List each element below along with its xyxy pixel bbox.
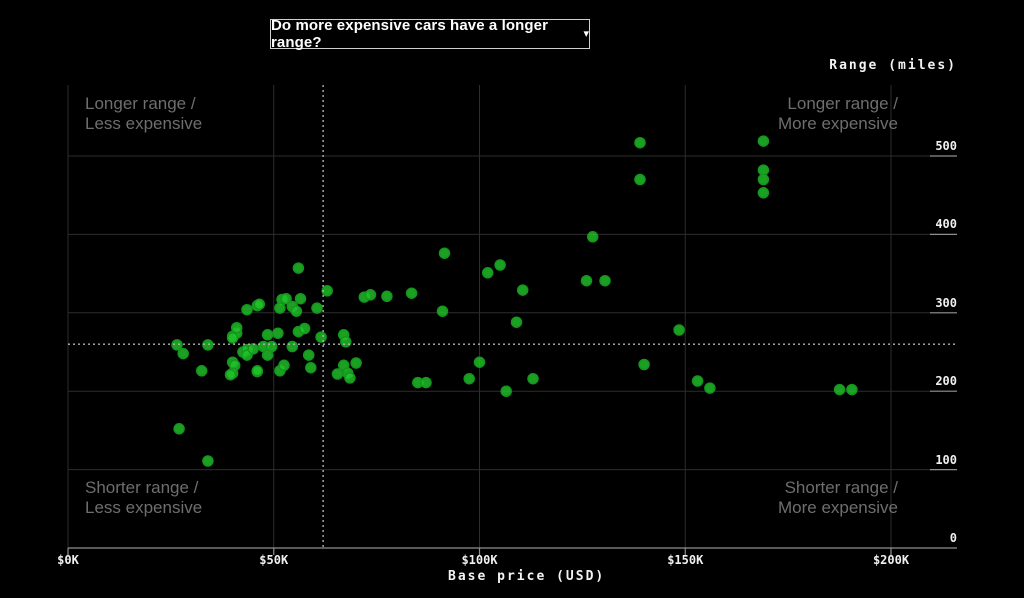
quadrant-label-top-left: Longer range / Less expensive	[85, 94, 203, 133]
x-axis-title: Base price (USD)	[448, 569, 606, 584]
y-tick-label: 300	[935, 295, 957, 310]
data-point[interactable]	[516, 284, 529, 296]
data-point[interactable]	[481, 267, 494, 279]
data-point[interactable]	[436, 305, 449, 317]
y-tick-label: 0	[949, 531, 957, 545]
data-point[interactable]	[202, 455, 214, 467]
data-point[interactable]	[251, 365, 264, 377]
data-point[interactable]	[331, 368, 344, 380]
data-point[interactable]	[500, 385, 512, 397]
data-point[interactable]	[634, 173, 646, 186]
data-point[interactable]	[344, 372, 356, 384]
data-point[interactable]	[527, 372, 539, 385]
data-point[interactable]	[241, 303, 253, 316]
x-tick-label: $200K	[872, 553, 910, 567]
data-point[interactable]	[292, 262, 305, 274]
data-point[interactable]	[691, 375, 704, 387]
data-point[interactable]	[510, 316, 523, 328]
data-point[interactable]	[302, 349, 315, 361]
data-point[interactable]	[321, 285, 333, 297]
data-point[interactable]	[438, 247, 451, 259]
chart-selector-dropdown[interactable]: Do more expensive cars have a longer ran…	[270, 17, 590, 51]
data-point[interactable]	[173, 423, 185, 435]
chevron-down-icon: ▾	[583, 27, 589, 40]
data-point[interactable]	[463, 372, 475, 385]
data-point[interactable]	[265, 340, 278, 353]
data-point[interactable]	[226, 332, 239, 344]
data-point[interactable]	[202, 339, 214, 351]
y-tick-label: 400	[935, 217, 957, 232]
data-point[interactable]	[280, 292, 292, 305]
data-point[interactable]	[364, 289, 377, 301]
y-axis-title: Range (miles)	[829, 58, 957, 73]
data-point[interactable]	[195, 365, 208, 377]
data-point[interactable]	[253, 298, 266, 310]
data-point[interactable]	[230, 321, 243, 334]
y-tick-label: 500	[935, 139, 957, 153]
quadrant-label-top-right: Longer range / More expensive	[777, 94, 898, 133]
x-tick-label: $0K	[57, 553, 79, 567]
y-tick-label: 200	[935, 374, 957, 389]
data-point[interactable]	[405, 287, 418, 299]
data-point[interactable]	[274, 302, 286, 314]
x-tick-label: $150K	[667, 553, 704, 567]
data-point[interactable]	[757, 135, 770, 147]
data-point[interactable]	[833, 383, 846, 396]
data-point[interactable]	[315, 331, 327, 343]
x-tick-label: $50K	[259, 553, 289, 567]
data-point[interactable]	[177, 347, 189, 360]
chart-title: Do more expensive cars have a longer ran…	[271, 17, 549, 51]
data-point[interactable]	[350, 357, 362, 369]
data-point[interactable]	[294, 292, 307, 305]
data-point[interactable]	[261, 329, 274, 341]
y-tick-label: 100	[935, 452, 957, 467]
data-point[interactable]	[224, 368, 237, 381]
x-tick-label: $100K	[461, 553, 498, 567]
data-point[interactable]	[305, 361, 317, 374]
data-point[interactable]	[171, 339, 183, 351]
data-point[interactable]	[634, 136, 646, 149]
data-point[interactable]	[381, 290, 393, 303]
data-point[interactable]	[638, 358, 650, 371]
quadrant-label-bottom-left: Shorter range / Less expensive	[85, 478, 203, 517]
data-point[interactable]	[290, 305, 303, 317]
data-point[interactable]	[340, 336, 352, 348]
quadrant-label-bottom-right: Shorter range / More expensive	[777, 478, 898, 517]
data-point[interactable]	[846, 383, 858, 396]
data-point[interactable]	[673, 324, 685, 336]
data-point[interactable]	[757, 187, 770, 199]
data-point[interactable]	[494, 259, 506, 271]
data-point[interactable]	[473, 356, 486, 368]
data-point[interactable]	[599, 274, 611, 287]
data-point[interactable]	[311, 302, 323, 314]
data-point[interactable]	[298, 322, 311, 335]
data-point[interactable]	[757, 173, 770, 186]
data-point[interactable]	[757, 164, 770, 176]
data-point[interactable]	[286, 340, 299, 353]
data-point[interactable]	[278, 359, 290, 372]
data-point[interactable]	[580, 274, 593, 287]
data-point[interactable]	[247, 343, 259, 355]
data-point[interactable]	[704, 382, 716, 394]
data-point[interactable]	[586, 231, 599, 243]
data-point[interactable]	[272, 327, 284, 339]
data-point[interactable]	[420, 376, 432, 389]
